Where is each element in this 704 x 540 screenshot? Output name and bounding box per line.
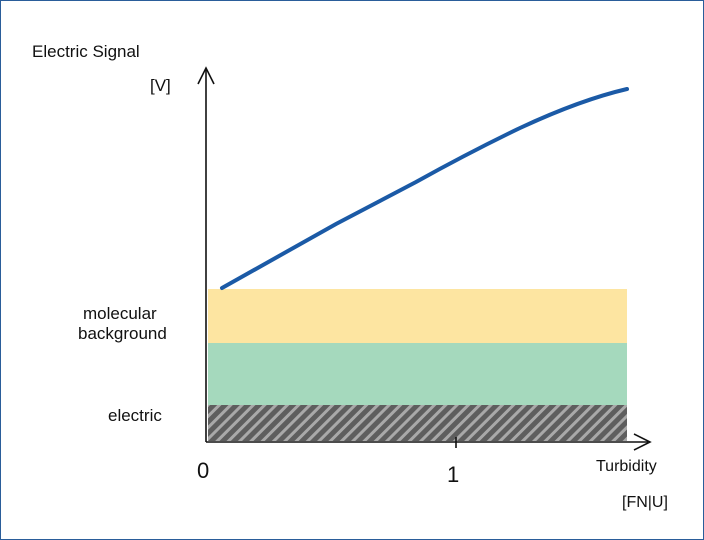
- band-electric: [208, 405, 627, 441]
- band-label-background: background: [78, 324, 167, 343]
- x-tick-label-1: 1: [447, 462, 460, 487]
- x-axis-arrowhead: [633, 433, 652, 451]
- band-label-molecular: molecular: [83, 304, 157, 323]
- signal-curve: [220, 87, 629, 290]
- y-axis-arrowhead: [197, 66, 215, 85]
- x-tick-label-0: 0: [197, 458, 210, 483]
- band-background: [208, 343, 627, 406]
- y-axis-unit: [V]: [150, 76, 171, 95]
- x-axis-unit: [FN|U]: [622, 494, 668, 511]
- y-axis-label: Electric Signal: [32, 42, 140, 61]
- x-axis-label: Turbidity: [596, 458, 657, 475]
- band-label-electric: electric: [108, 406, 162, 425]
- band-molecular: [208, 289, 627, 344]
